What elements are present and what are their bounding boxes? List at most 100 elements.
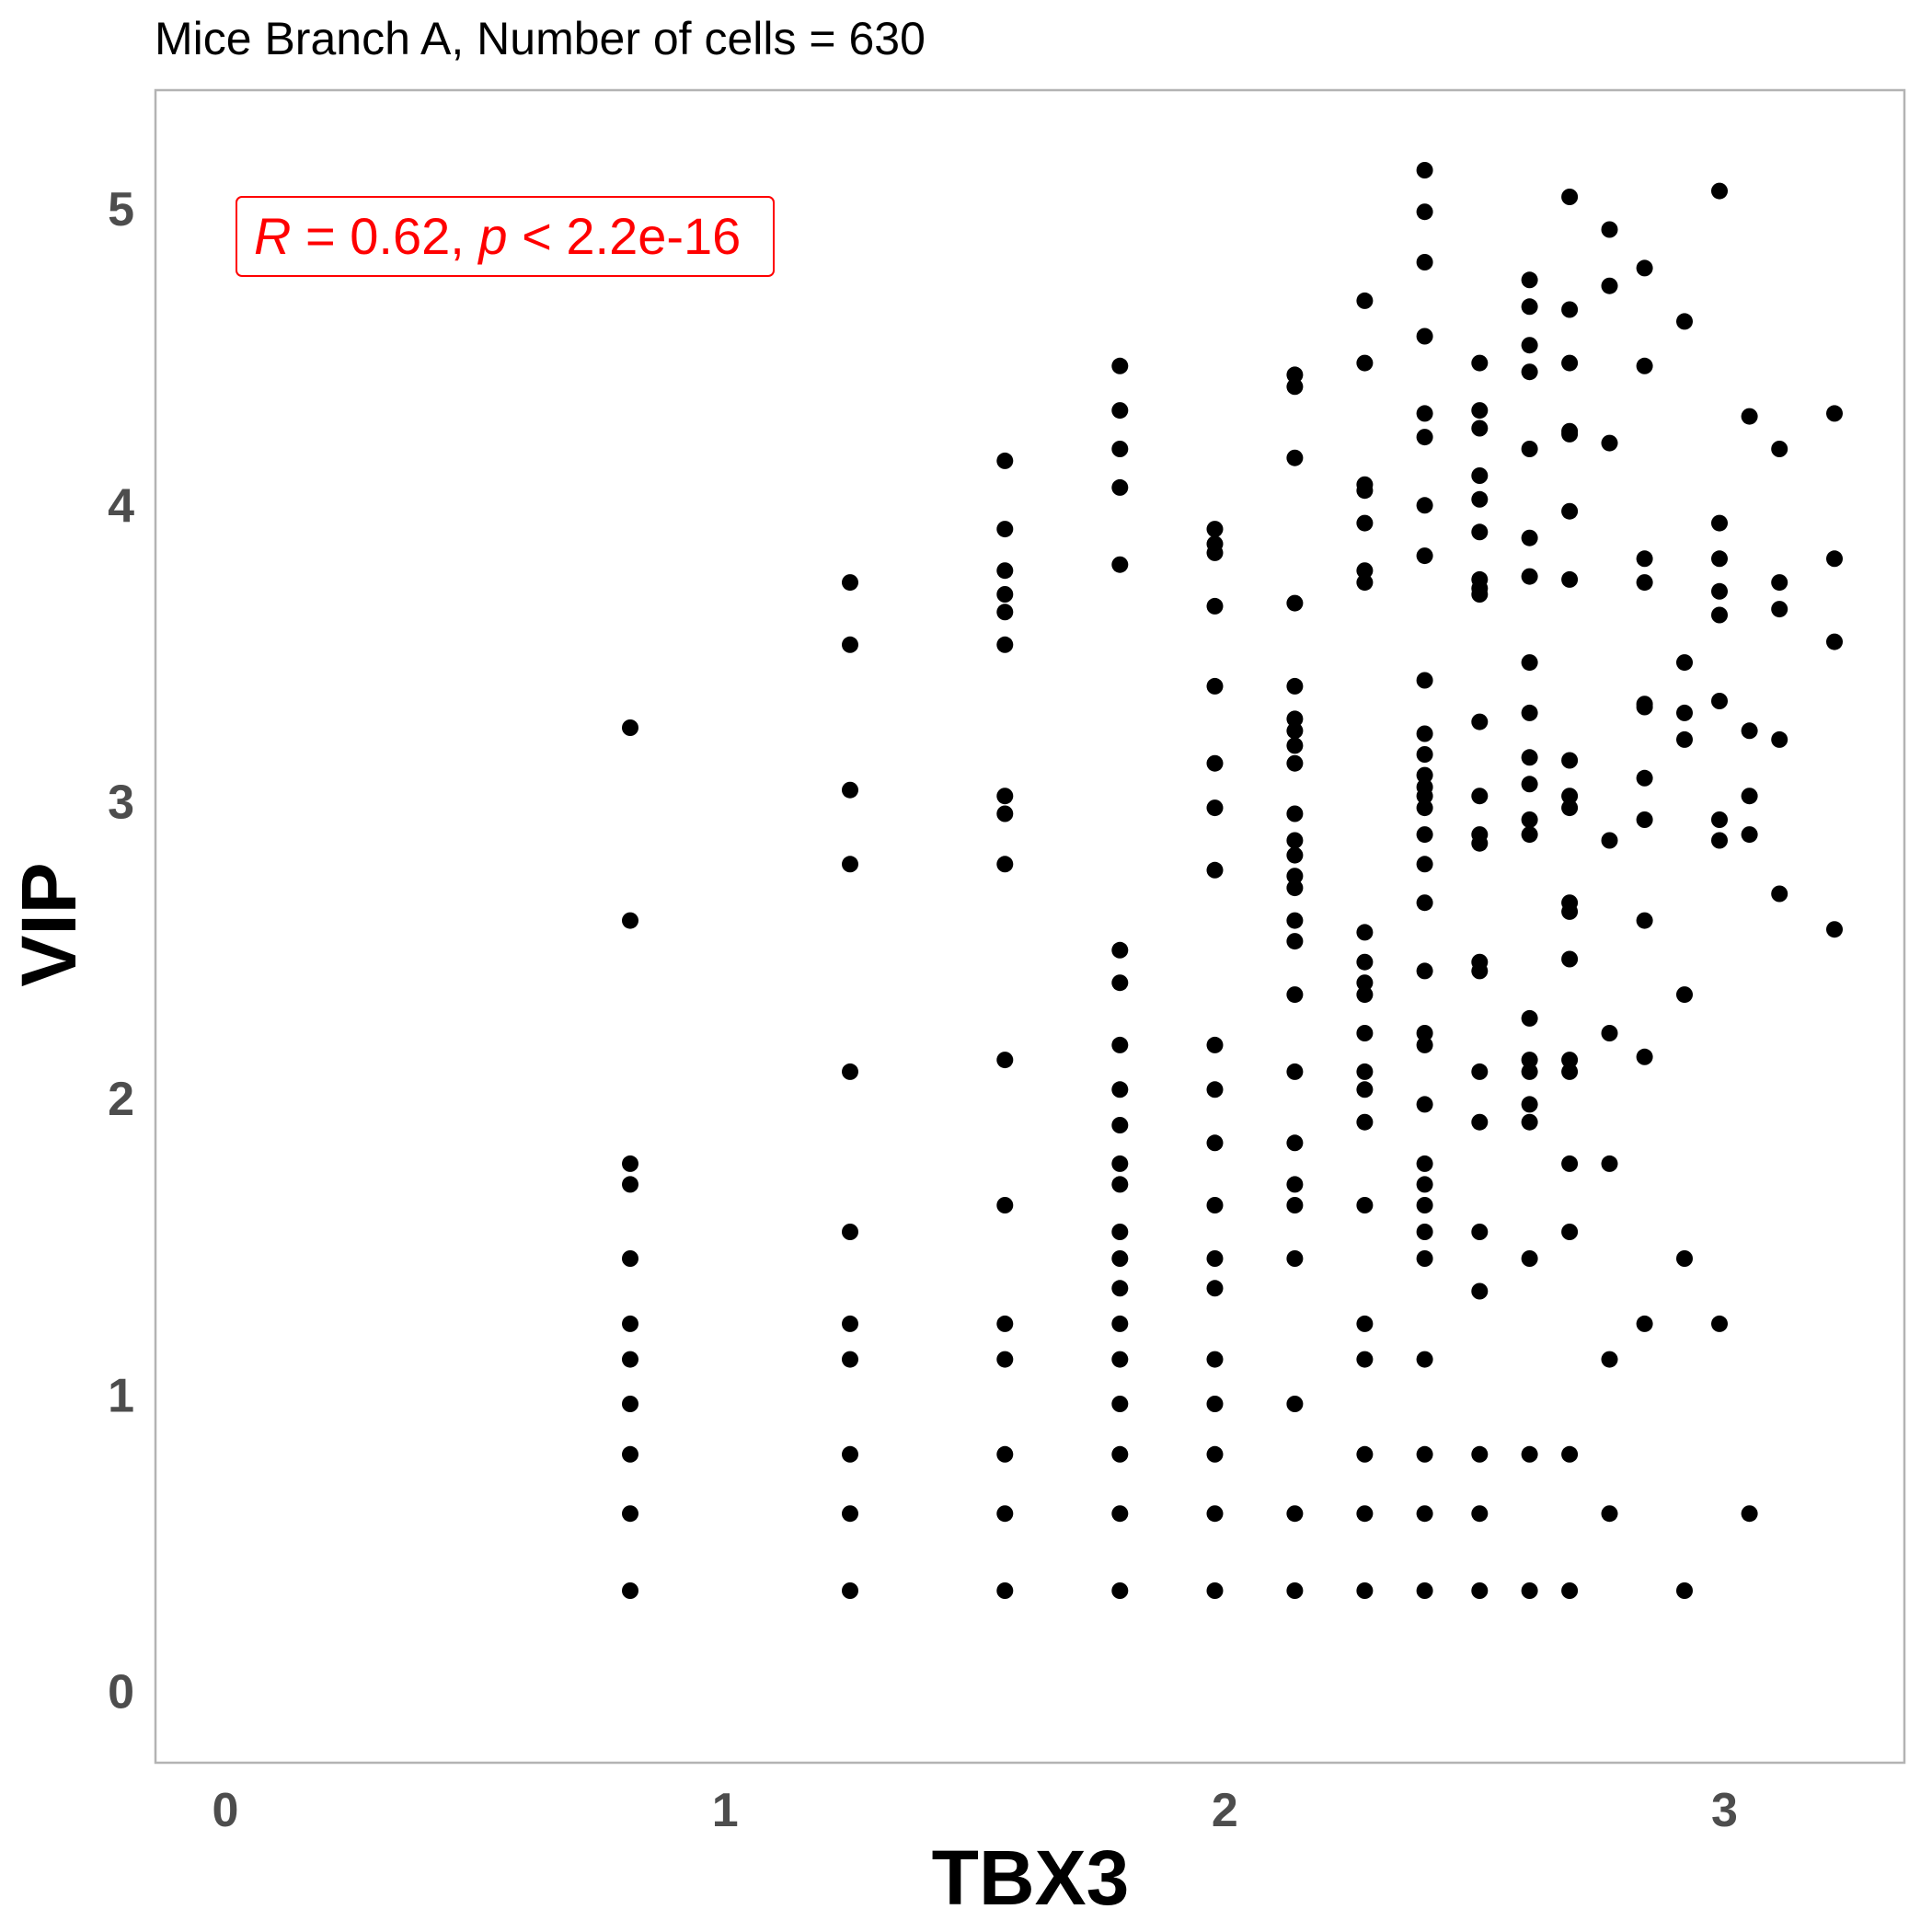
data-point-153 (1416, 1505, 1433, 1523)
data-point-197 (1521, 1582, 1538, 1599)
data-point-263 (1826, 550, 1843, 568)
data-point-61 (1206, 544, 1224, 561)
data-point-147 (1416, 1176, 1433, 1193)
annotation-p-value: < 2.2e-16 (508, 207, 742, 265)
data-point-84 (1286, 722, 1304, 740)
data-point-227 (1636, 550, 1653, 568)
data-point-49 (1111, 1176, 1129, 1193)
data-point-95 (1286, 1063, 1304, 1080)
data-point-255 (1741, 826, 1758, 844)
data-point-41 (1111, 478, 1129, 496)
data-point-73 (1206, 1351, 1224, 1368)
data-point-134 (1416, 746, 1433, 763)
data-point-238 (1676, 704, 1693, 721)
data-point-185 (1521, 704, 1538, 721)
data-point-138 (1416, 799, 1433, 817)
data-point-260 (1771, 730, 1788, 748)
data-point-58 (1111, 1582, 1129, 1599)
data-point-257 (1771, 441, 1788, 457)
data-point-246 (1711, 582, 1728, 600)
data-point-42 (1111, 556, 1129, 573)
data-point-22 (996, 452, 1014, 469)
data-point-180 (1521, 363, 1538, 381)
data-point-90 (1286, 868, 1304, 885)
data-point-99 (1286, 1250, 1304, 1267)
data-point-78 (1286, 366, 1304, 384)
data-point-169 (1471, 962, 1489, 980)
data-point-50 (1111, 1224, 1129, 1240)
data-point-81 (1286, 594, 1304, 612)
data-point-24 (996, 562, 1014, 580)
data-point-35 (996, 1445, 1014, 1463)
data-point-234 (1636, 1048, 1653, 1065)
data-point-186 (1521, 749, 1538, 766)
data-point-222 (1601, 1155, 1618, 1172)
y-tick-label-0: 0 (108, 1666, 134, 1719)
plot-panel (154, 88, 1906, 1765)
data-point-155 (1471, 354, 1489, 372)
data-point-31 (996, 1052, 1014, 1069)
data-point-112 (1356, 974, 1374, 992)
data-point-77 (1206, 1582, 1224, 1599)
data-point-89 (1286, 846, 1304, 864)
data-point-67 (1206, 1036, 1224, 1053)
data-point-23 (996, 521, 1014, 538)
data-point-69 (1206, 1134, 1224, 1152)
data-point-146 (1416, 1155, 1433, 1172)
data-point-132 (1416, 672, 1433, 689)
data-point-34 (996, 1351, 1014, 1368)
data-point-226 (1636, 357, 1653, 374)
data-point-183 (1521, 568, 1538, 585)
data-point-194 (1521, 1113, 1538, 1131)
data-point-1 (622, 912, 638, 929)
data-point-212 (1561, 1063, 1579, 1080)
data-point-204 (1561, 570, 1579, 588)
data-point-177 (1521, 271, 1538, 289)
data-point-88 (1286, 832, 1304, 849)
data-point-242 (1676, 1582, 1693, 1599)
data-point-144 (1416, 1036, 1433, 1053)
data-point-114 (1356, 1025, 1374, 1041)
data-point-200 (1561, 354, 1579, 372)
data-point-124 (1416, 162, 1433, 178)
annotation-text: R = 0.62, p < 2.2e-16 (254, 207, 741, 265)
x-tick-label-2: 2 (1212, 1784, 1238, 1837)
data-point-175 (1471, 1505, 1489, 1523)
data-point-9 (622, 1505, 638, 1523)
data-point-10 (622, 1582, 638, 1599)
data-point-241 (1676, 1250, 1693, 1267)
data-point-181 (1521, 441, 1538, 457)
data-point-108 (1356, 562, 1374, 580)
annotation-r-label: R (254, 207, 291, 265)
data-point-64 (1206, 754, 1224, 772)
data-point-240 (1676, 986, 1693, 1004)
data-point-191 (1521, 1052, 1538, 1069)
data-point-205 (1561, 752, 1579, 769)
data-point-0 (622, 719, 638, 736)
data-point-51 (1111, 1250, 1129, 1267)
y-tick-label-4: 4 (108, 479, 134, 533)
annotation-box (236, 196, 775, 277)
data-point-82 (1286, 677, 1304, 695)
data-point-232 (1636, 811, 1653, 828)
data-point-127 (1416, 328, 1433, 345)
data-point-170 (1471, 1063, 1489, 1080)
data-point-210 (1561, 950, 1579, 968)
data-point-251 (1711, 1315, 1728, 1332)
data-point-6 (622, 1351, 638, 1368)
data-point-224 (1601, 1505, 1618, 1523)
data-point-37 (996, 1582, 1014, 1599)
y-tick-label-1: 1 (108, 1369, 134, 1422)
data-point-93 (1286, 933, 1304, 950)
data-point-148 (1416, 1197, 1433, 1213)
data-point-253 (1741, 722, 1758, 740)
y-tick-label-5: 5 (108, 183, 134, 236)
data-point-206 (1561, 788, 1579, 805)
data-point-129 (1416, 429, 1433, 446)
y-axis-title: VIP (6, 862, 92, 986)
x-axis-ticks: 0 1 2 3 (213, 1784, 1738, 1837)
data-point-79 (1286, 378, 1304, 396)
data-point-53 (1111, 1315, 1129, 1332)
data-point-247 (1711, 606, 1728, 624)
